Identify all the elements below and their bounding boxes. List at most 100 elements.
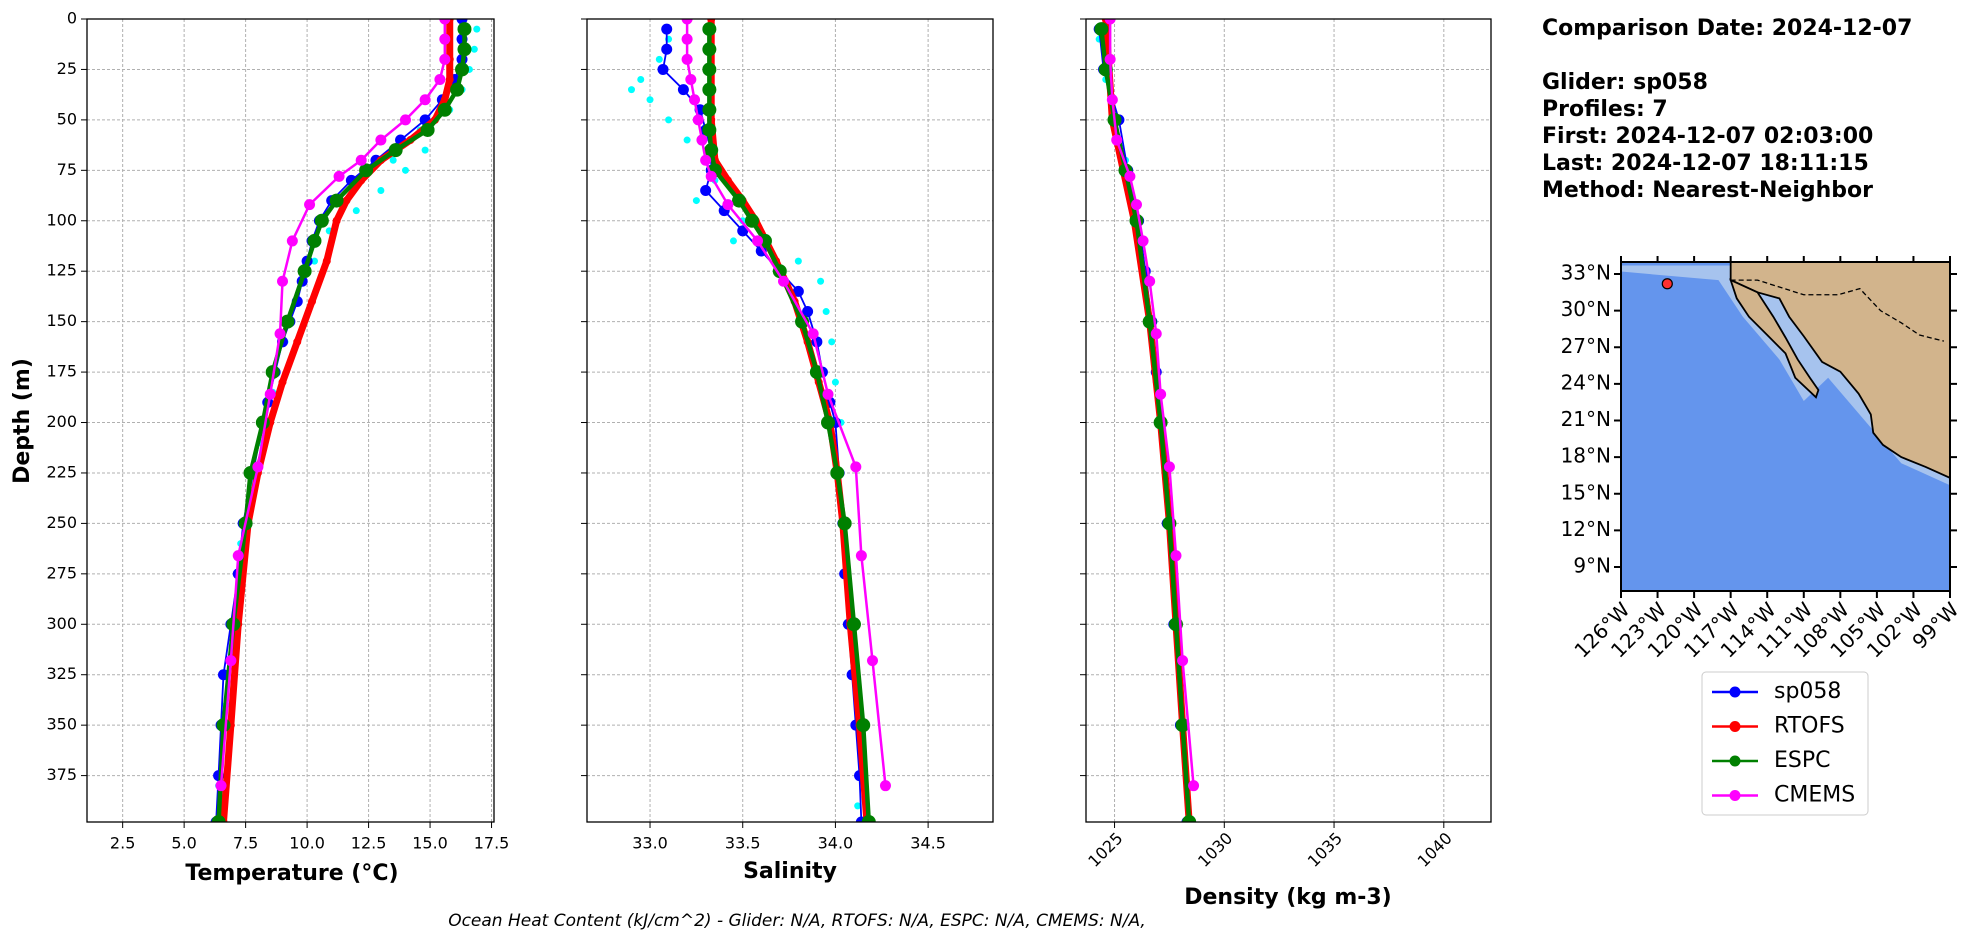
series-marker (700, 154, 712, 166)
series-marker (822, 388, 834, 400)
profile-point (729, 237, 737, 245)
series-marker (322, 257, 331, 266)
series-line (215, 19, 463, 822)
x-tick-label: 12.5 (351, 834, 387, 853)
series-marker (215, 780, 227, 792)
x-tick-label: 1030 (1194, 829, 1236, 871)
map-lat-label: 27°N (1561, 334, 1611, 358)
map-lat-label: 33°N (1561, 261, 1611, 285)
series-marker (232, 550, 244, 562)
profile-point (683, 136, 691, 144)
series-marker (440, 95, 449, 104)
map-lat-label: 21°N (1561, 407, 1611, 431)
profile-point (473, 25, 481, 33)
series-marker (455, 62, 470, 77)
x-tick-label: 10.0 (289, 834, 325, 853)
series-marker (879, 780, 891, 792)
info-line: Last: 2024-12-07 18:11:15 (1542, 151, 1869, 176)
legend-label: sp058 (1774, 679, 1841, 704)
profile-point (389, 156, 397, 164)
map-lat-label: 24°N (1561, 370, 1611, 394)
series-marker (457, 22, 472, 37)
profile-point (377, 186, 385, 194)
map-lat-label: 30°N (1561, 297, 1611, 321)
legend: sp058 RTOFS ESPC CMEMS (1701, 671, 1869, 816)
series-marker (1155, 388, 1167, 400)
series-marker (419, 94, 431, 106)
info-line: Comparison Date: 2024-12-07 (1542, 16, 1912, 41)
series-line (707, 29, 872, 822)
profile-point (627, 86, 635, 94)
series-marker (850, 461, 862, 473)
axes-frame (1085, 18, 1492, 823)
legend-marker (1729, 686, 1741, 698)
x-tick-label: 1035 (1304, 829, 1346, 871)
series-marker (297, 264, 312, 279)
info-panel: Comparison Date: 2024-12-07 Glider: sp05… (1542, 16, 1912, 203)
axes-frame (86, 18, 495, 823)
series-marker (1130, 199, 1142, 211)
series-marker (1124, 170, 1136, 182)
profile-point (817, 277, 825, 285)
series-marker (702, 62, 717, 77)
profile-point (854, 802, 862, 810)
series-marker (274, 328, 286, 340)
series-marker (755, 245, 767, 257)
series-marker (216, 718, 231, 733)
map-lat-label: 9°N (1573, 554, 1611, 578)
map-lat-label: 12°N (1561, 517, 1611, 541)
series-marker (1150, 328, 1162, 340)
series-marker (420, 122, 435, 137)
x-tick-label: 34.5 (910, 834, 946, 853)
y-axis-label: Depth (m) (10, 358, 35, 484)
map-lat-label: 18°N (1561, 444, 1611, 468)
axes-frame (586, 18, 994, 823)
legend-label: ESPC (1774, 748, 1831, 773)
x-tick-label: 5.0 (171, 834, 196, 853)
y-tick-label: 250 (46, 513, 77, 532)
x-tick-label: 1025 (1084, 829, 1126, 871)
series-marker (445, 75, 454, 84)
series-marker (685, 74, 697, 86)
profile-point (401, 166, 409, 174)
series-marker (702, 102, 717, 117)
x-tick-label: 15.0 (412, 834, 448, 853)
info-line: Profiles: 7 (1542, 97, 1668, 122)
series-marker (332, 216, 341, 225)
series-marker (1170, 550, 1182, 562)
series-marker (702, 122, 717, 137)
series-marker (681, 33, 693, 45)
series-marker (657, 63, 669, 75)
series-marker (807, 328, 819, 340)
series-marker (830, 465, 845, 480)
series-marker (704, 143, 719, 158)
series-marker (278, 378, 287, 387)
profile-point (828, 338, 836, 346)
series-marker (792, 285, 804, 297)
plot-area (210, 19, 481, 822)
series-marker (696, 134, 708, 146)
land (1729, 278, 1820, 399)
legend-marker (1729, 790, 1741, 801)
series-marker (1104, 19, 1116, 25)
series-marker (359, 163, 374, 178)
series-marker (329, 193, 344, 208)
series-marker (333, 170, 345, 182)
y-tick-label: 325 (46, 664, 77, 683)
info-line: First: 2024-12-07 02:03:00 (1542, 124, 1873, 149)
series-marker (434, 74, 446, 86)
series-marker (692, 114, 704, 126)
series-marker (1137, 235, 1149, 247)
series-marker (1182, 815, 1197, 822)
series-marker (707, 19, 716, 23)
series-marker (744, 213, 759, 228)
x-tick-label: 7.5 (233, 834, 258, 853)
series-marker (855, 550, 867, 562)
series-marker (752, 235, 764, 247)
series-marker (677, 84, 689, 96)
series-marker (277, 275, 289, 287)
series-marker (342, 196, 351, 205)
legend-label: RTOFS (1774, 714, 1845, 739)
series-marker (689, 94, 701, 106)
y-tick-label: 50 (57, 109, 77, 128)
